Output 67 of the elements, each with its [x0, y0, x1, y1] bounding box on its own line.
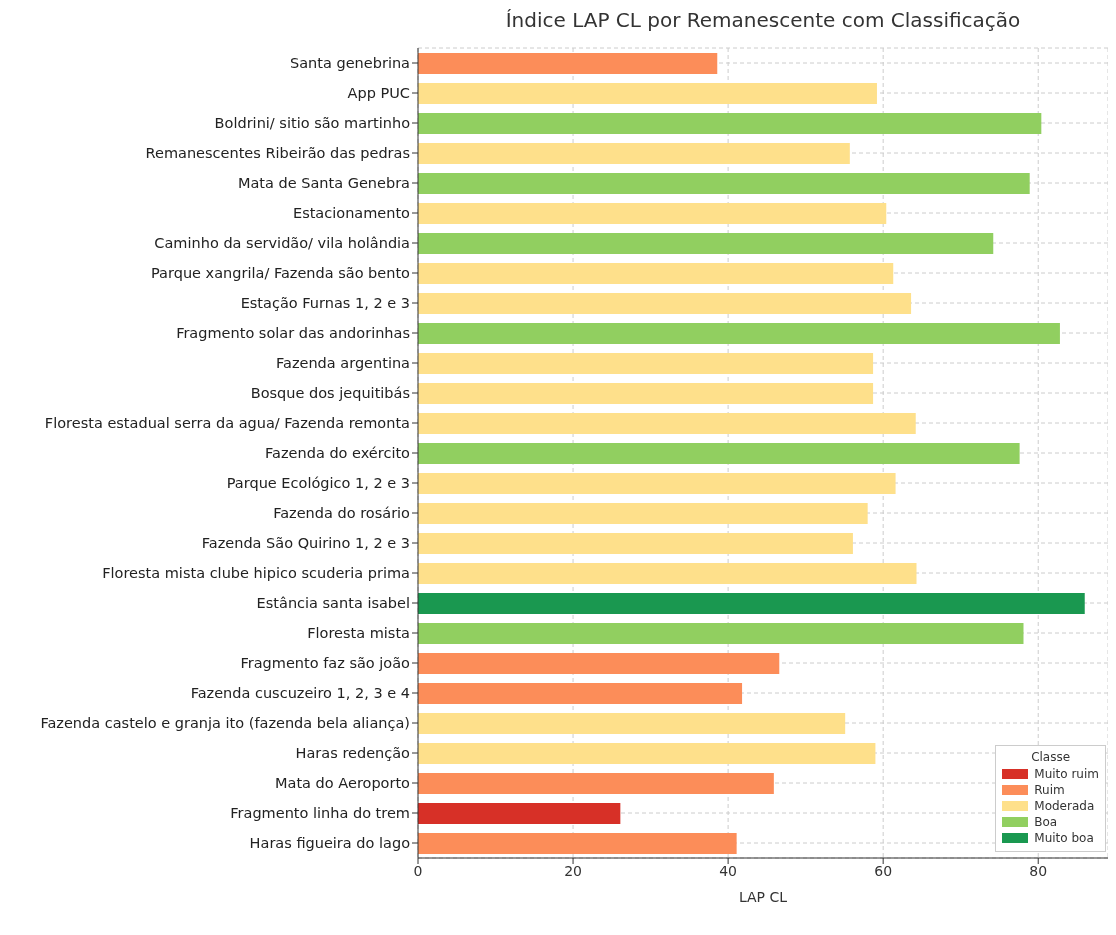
bar: [418, 413, 916, 434]
chart-title: Índice LAP CL por Remanescente com Classificação: [504, 8, 1022, 34]
legend-label: Ruim: [1034, 783, 1065, 797]
bar: [418, 143, 850, 164]
y-tick-label: Mata de Santa Genebra: [237, 175, 410, 192]
legend-label: Muito ruim: [1034, 767, 1099, 781]
bar: [418, 623, 1024, 644]
legend-label: Moderada: [1034, 799, 1095, 813]
x-tick-label: 20: [564, 862, 582, 879]
x-tick-label: 0: [413, 862, 423, 879]
x-tick-label: 40: [719, 862, 738, 879]
bar: [418, 113, 1042, 134]
y-tick-label: Fazenda argentina: [275, 355, 410, 372]
bar: [418, 323, 1060, 344]
bar: [418, 773, 774, 794]
y-tick-label: Fazenda cuscuzeiro 1, 2, 3 e 4: [190, 685, 410, 702]
bar: [418, 533, 853, 554]
y-tick-label: Fragmento solar das andorinhas: [176, 325, 410, 342]
y-tick-label: Fragmento faz são joão: [240, 655, 411, 672]
bar: [418, 833, 737, 854]
y-tick-label: Floresta mista: [307, 625, 410, 642]
bar: [418, 383, 874, 404]
bar: [418, 473, 896, 494]
bar: [418, 443, 1020, 464]
bar: [418, 83, 877, 104]
bar: [418, 683, 743, 704]
legend-label: Boa: [1034, 815, 1058, 829]
bar: [418, 233, 994, 254]
y-tick-label: Fazenda São Quirino 1, 2 e 3: [201, 535, 410, 552]
y-tick-label: Bosque dos jequitibás: [250, 385, 410, 402]
bar: [418, 53, 718, 74]
y-tick-label: Estância santa isabel: [256, 595, 410, 612]
bar: [418, 653, 780, 674]
y-tick-label: Fazenda castelo e granja ito (fazenda bela aliança): [40, 715, 410, 732]
y-tick-label: Parque Ecológico 1, 2 e 3: [226, 475, 410, 492]
y-tick-label: Fragmento linha do trem: [230, 805, 410, 822]
y-tick-label: App PUC: [347, 85, 410, 102]
legend-label: Muito boa: [1034, 831, 1094, 845]
y-tick-label: Estação Furnas 1, 2 e 3: [240, 295, 410, 312]
bar: [418, 593, 1085, 614]
bar: [418, 503, 868, 524]
y-tick-label: Fazenda do rosário: [273, 505, 411, 522]
y-tick-label: Caminho da servidão/ vila holândia: [154, 235, 410, 252]
y-tick-label: Haras redenção: [295, 745, 411, 762]
x-tick-label: 80: [1029, 862, 1048, 879]
bar: [418, 263, 894, 284]
y-tick-label: Santa genebrina: [290, 55, 410, 72]
bar: [418, 293, 912, 314]
y-tick-label: Floresta mista clube hipico scuderia prima: [102, 565, 410, 582]
y-tick-label: Mata do Aeroporto: [275, 775, 411, 792]
legend-title: Classe: [1030, 750, 1072, 764]
bar: [418, 353, 874, 374]
y-tick-label: Fazenda do exército: [265, 445, 411, 462]
bar: [418, 203, 887, 224]
y-tick-label: Parque xangrila/ Fazenda são bento: [151, 265, 411, 282]
x-tick-label: 60: [874, 862, 893, 879]
bar: [418, 173, 1030, 194]
y-tick-label: Estacionamento: [292, 205, 411, 222]
bar: [418, 743, 876, 764]
bar: [418, 563, 917, 584]
bar: [418, 803, 621, 824]
x-axis-title: LAP CL: [738, 889, 788, 905]
y-tick-label: Remanescentes Ribeirão das pedras: [145, 145, 410, 162]
y-tick-label: Haras figueira do lago: [249, 835, 411, 852]
y-tick-label: Floresta estadual serra da agua/ Fazenda remonta: [44, 415, 410, 432]
y-tick-label: Boldrini/ sitio são martinho: [214, 115, 411, 132]
bar: [418, 713, 846, 734]
